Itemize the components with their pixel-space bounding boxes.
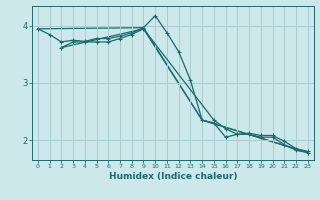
X-axis label: Humidex (Indice chaleur): Humidex (Indice chaleur) — [108, 172, 237, 181]
